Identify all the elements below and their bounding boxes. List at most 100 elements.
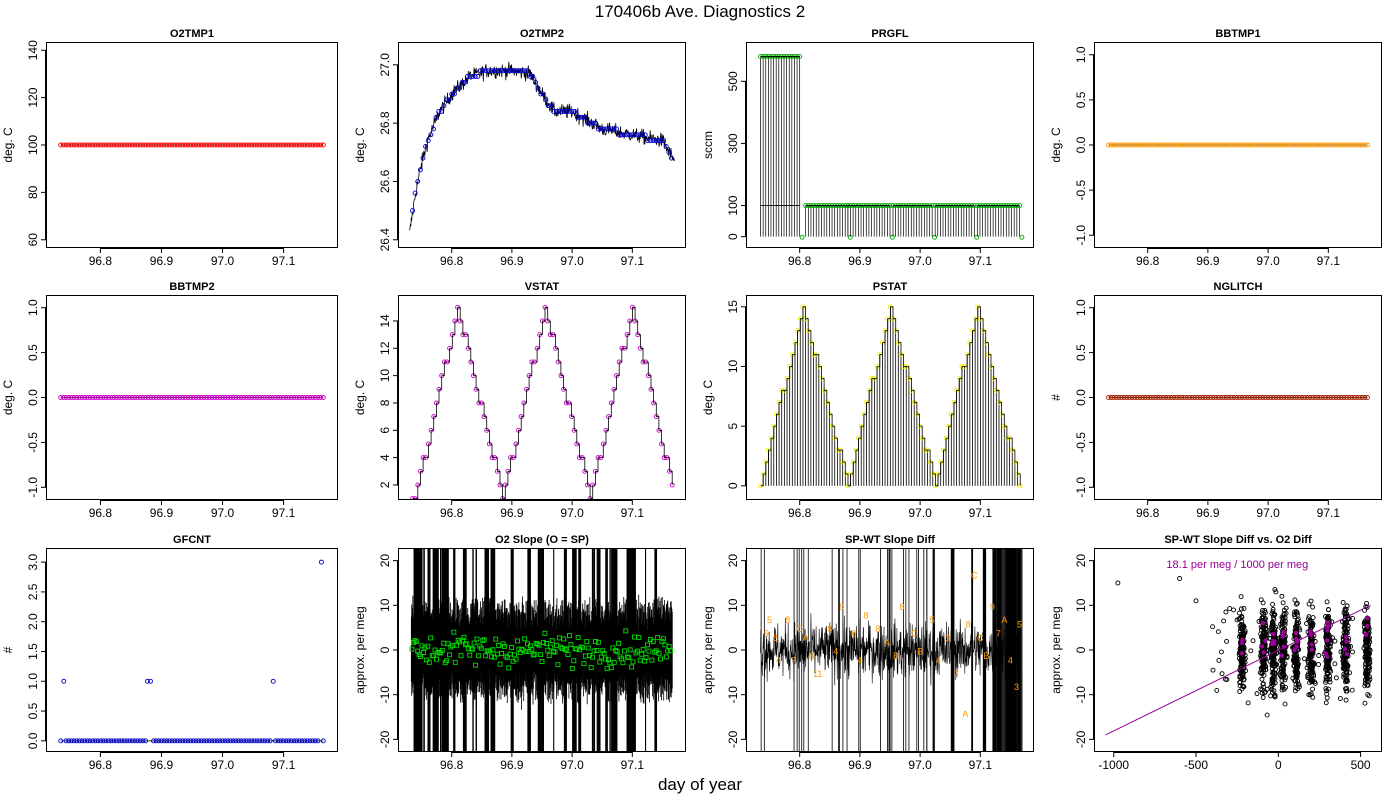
scatter-point xyxy=(1341,636,1346,642)
data-point xyxy=(254,395,260,400)
spike xyxy=(633,548,636,752)
data-point xyxy=(500,641,506,647)
data-point xyxy=(491,654,497,660)
data-point xyxy=(1158,395,1164,400)
data-point xyxy=(1289,142,1295,148)
scatter-point xyxy=(1245,700,1251,706)
bin-label: 4 xyxy=(936,655,941,665)
scatter-point xyxy=(1306,616,1311,622)
y-tick-label: 20 xyxy=(1074,554,1088,568)
data-point xyxy=(108,142,114,148)
data-point xyxy=(632,132,638,138)
bin-label: 8 xyxy=(900,602,905,612)
y-axis-label: approx. per meg xyxy=(1049,606,1063,693)
panel-title: VSTAT xyxy=(525,281,560,293)
x-tick-label: 96.8 xyxy=(788,254,812,268)
scatter-point xyxy=(1344,686,1350,691)
data-point xyxy=(514,638,520,644)
scatter-point xyxy=(1264,712,1270,718)
data-point xyxy=(262,395,268,400)
data-point xyxy=(1166,142,1172,148)
y-tick-label: 8 xyxy=(378,399,392,406)
data-point xyxy=(196,738,202,744)
scatter-point xyxy=(1279,687,1285,693)
scatter-point xyxy=(1177,576,1183,581)
y-tick-label: 0.5 xyxy=(1074,91,1088,108)
data-point xyxy=(413,639,419,645)
scatter-point xyxy=(1365,692,1371,698)
data-point xyxy=(499,651,504,656)
y-tick-label: 100 xyxy=(26,135,40,155)
outlier-point xyxy=(318,559,324,565)
data-point xyxy=(1291,142,1297,148)
scatter-point xyxy=(1238,622,1244,627)
scatter-point xyxy=(1294,656,1300,662)
data-point xyxy=(161,738,167,744)
data-point xyxy=(513,656,519,662)
data-point xyxy=(1195,395,1200,400)
scatter-point xyxy=(1270,622,1276,628)
data-point xyxy=(251,395,257,400)
data-point xyxy=(1213,395,1219,400)
data-point xyxy=(1283,142,1289,148)
data-point xyxy=(71,738,77,744)
fit-line xyxy=(1105,604,1371,736)
data-point xyxy=(974,234,980,240)
data-point xyxy=(1294,395,1300,400)
bin-mean xyxy=(1323,651,1329,656)
scatter-point xyxy=(1340,600,1346,605)
data-point xyxy=(530,74,536,79)
data-point xyxy=(661,138,667,144)
data-point xyxy=(119,395,125,400)
data-point xyxy=(312,395,318,400)
data-point xyxy=(222,395,228,400)
data-point xyxy=(127,738,133,744)
series-line xyxy=(412,306,673,500)
y-tick-label: 0.5 xyxy=(1074,344,1088,361)
data-point xyxy=(532,651,538,657)
scatter-point xyxy=(1248,648,1254,654)
data-point xyxy=(538,652,544,658)
data-point xyxy=(156,142,162,148)
data-point xyxy=(522,636,528,642)
bin-label: 6 xyxy=(851,629,856,639)
x-tick-label: 97.1 xyxy=(621,506,645,520)
data-point xyxy=(619,132,625,138)
x-tick-label: 97.1 xyxy=(272,506,296,520)
spike xyxy=(420,548,423,752)
data-point xyxy=(889,234,895,240)
data-point xyxy=(551,648,557,654)
scatter-point xyxy=(1295,616,1301,622)
scatter-point xyxy=(1279,677,1285,683)
bin-label: 9 xyxy=(990,602,995,612)
y-tick-label: 15 xyxy=(726,300,740,314)
data-point xyxy=(527,643,533,649)
data-point xyxy=(1289,395,1295,400)
spike xyxy=(432,548,437,752)
spike xyxy=(888,548,890,752)
data-point xyxy=(454,642,460,648)
data-point xyxy=(225,738,231,744)
data-point xyxy=(241,395,247,400)
y-axis-label: deg. C xyxy=(701,379,715,415)
data-point xyxy=(177,395,183,400)
data-point xyxy=(527,74,533,79)
spike xyxy=(891,548,893,752)
scatter-point xyxy=(1306,614,1312,620)
data-point xyxy=(1111,395,1117,400)
spike xyxy=(905,548,907,752)
scatter-point xyxy=(1270,601,1276,607)
data-point xyxy=(1307,395,1313,400)
scatter-point xyxy=(1272,676,1278,682)
data-point xyxy=(642,658,648,664)
x-tick-label: 96.8 xyxy=(440,506,464,520)
data-point xyxy=(98,738,103,744)
bin-mean xyxy=(1293,630,1299,636)
data-point xyxy=(243,738,249,744)
data-point xyxy=(1153,142,1159,148)
spike xyxy=(916,548,918,752)
data-point xyxy=(561,636,567,642)
spike xyxy=(796,548,798,752)
data-point xyxy=(1297,395,1302,400)
bin-mean xyxy=(1309,642,1314,647)
